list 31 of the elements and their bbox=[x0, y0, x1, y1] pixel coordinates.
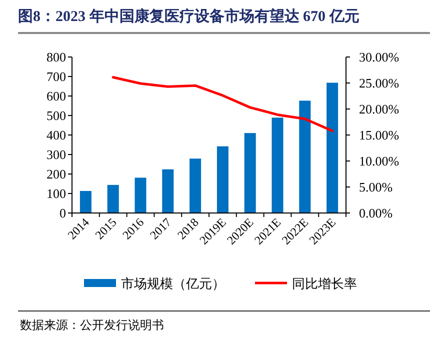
bar bbox=[216, 146, 228, 213]
y-tick-label: 100 bbox=[46, 186, 66, 201]
bar bbox=[162, 169, 174, 213]
bar bbox=[107, 184, 119, 213]
bar bbox=[190, 158, 202, 213]
bar bbox=[134, 178, 146, 213]
y2-tick-label: 15.00% bbox=[359, 128, 400, 142]
legend-label: 同比增长率 bbox=[292, 276, 357, 292]
y2-tick-label: 25.00% bbox=[359, 76, 400, 90]
y-tick-label: 200 bbox=[46, 166, 66, 182]
y-tick-label: 700 bbox=[46, 69, 66, 84]
bar bbox=[299, 100, 311, 213]
y-tick-label: 400 bbox=[46, 128, 66, 142]
source-note: 数据来源：公开发行说明书 bbox=[20, 318, 164, 332]
bar bbox=[326, 82, 338, 213]
y2-tick-label: 30.00% bbox=[359, 50, 400, 64]
y-tick-label: 800 bbox=[46, 50, 66, 64]
bar bbox=[244, 133, 256, 213]
y-tick-label: 300 bbox=[46, 147, 66, 162]
y2-tick-label: 0.00% bbox=[359, 206, 393, 220]
bar bbox=[80, 190, 92, 213]
y2-tick-label: 5.00% bbox=[359, 180, 393, 194]
bar bbox=[272, 118, 284, 213]
y-tick-label: 600 bbox=[46, 88, 66, 104]
line-series bbox=[112, 76, 334, 132]
y-tick-label: 0 bbox=[60, 206, 66, 220]
chart-title: 图8：2023 年中国康复医疗设备市场有望达 670 亿元 bbox=[18, 7, 360, 25]
y2-tick-label: 20.00% bbox=[359, 102, 400, 116]
legend-label: 市场规模（亿元） bbox=[121, 277, 225, 292]
y2-tick-label: 10.00% bbox=[359, 154, 400, 168]
y-tick-label: 500 bbox=[46, 108, 66, 123]
